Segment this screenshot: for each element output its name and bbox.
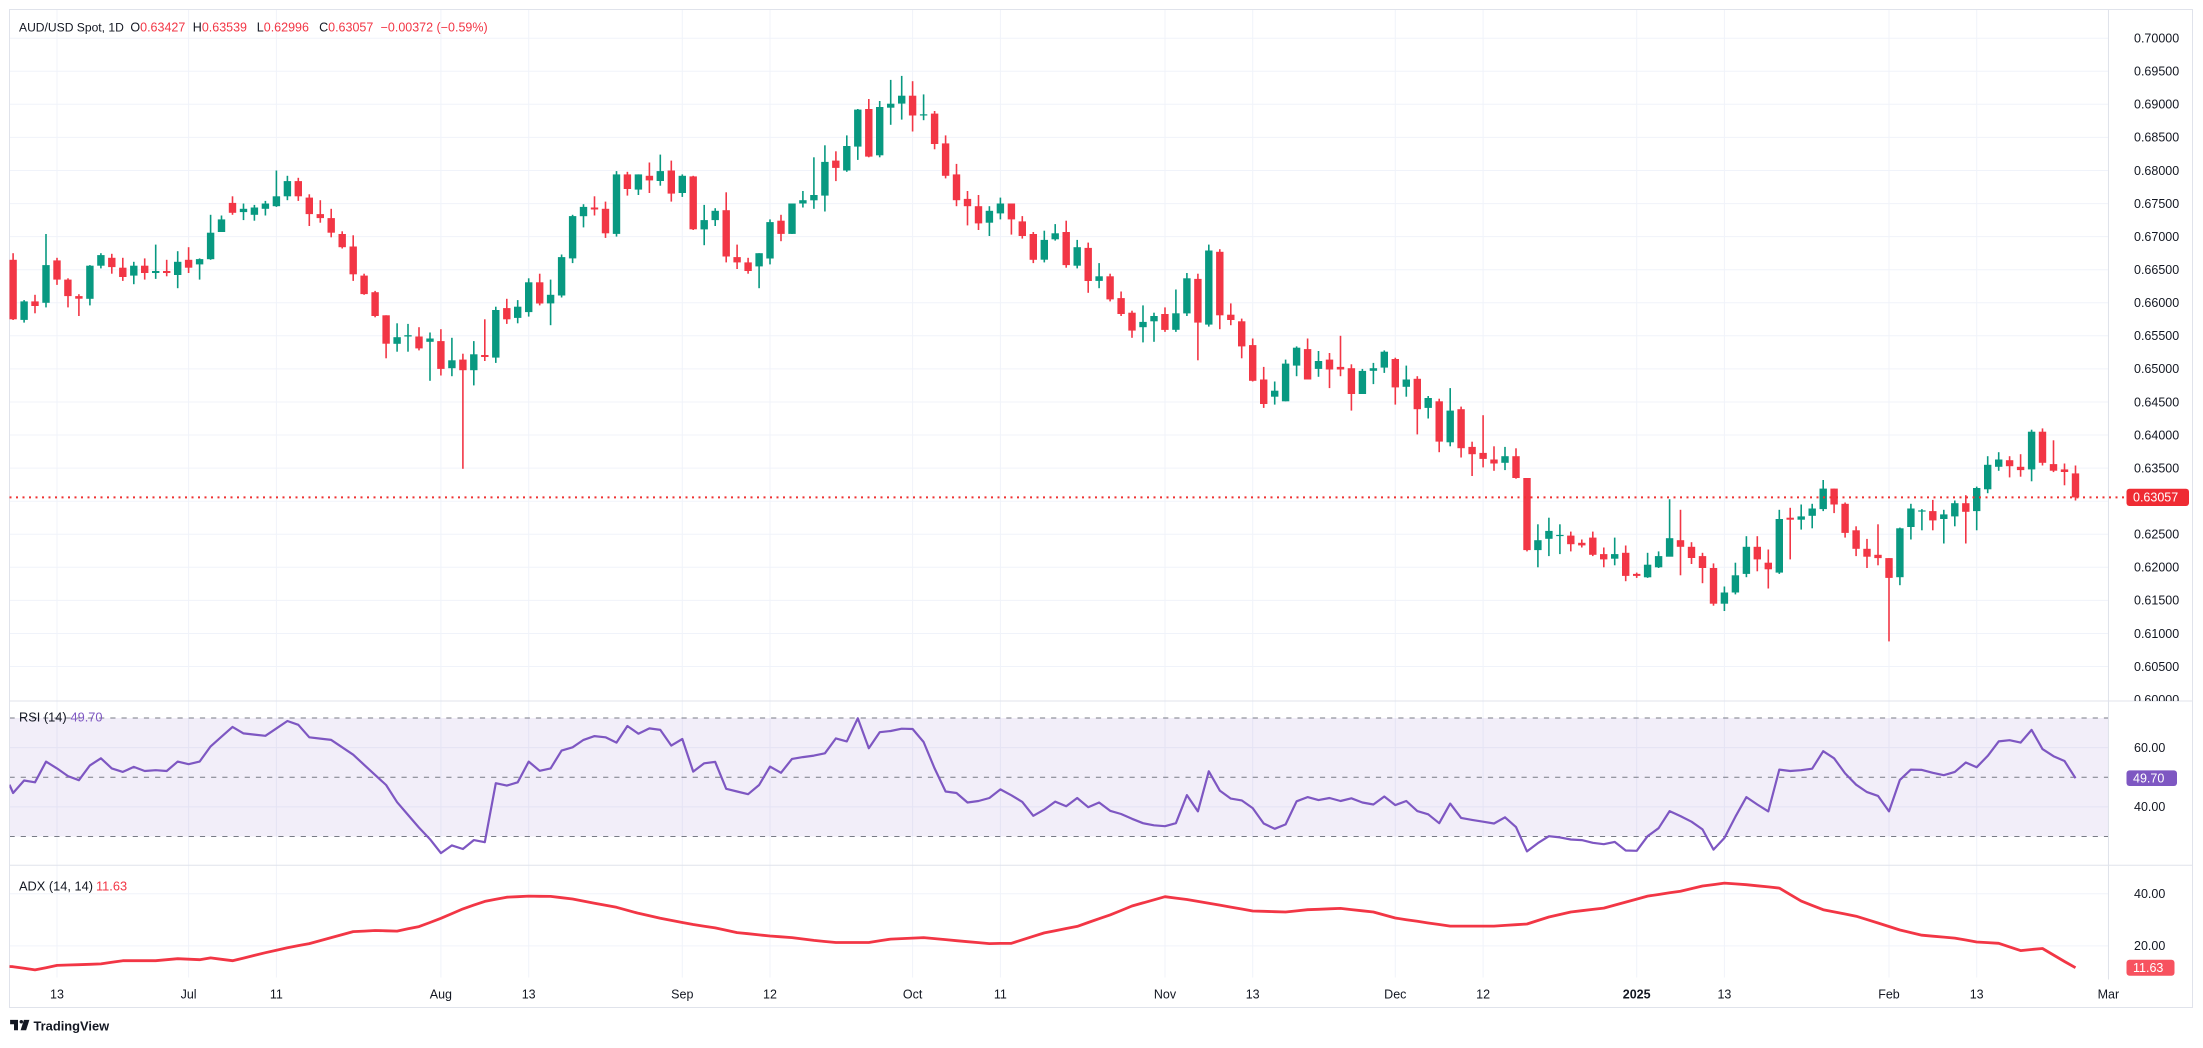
svg-text:Dec: Dec [1384,988,1406,1002]
svg-text:Jul: Jul [181,988,197,1002]
svg-text:−0.00372 (−0.59%): −0.00372 (−0.59%) [381,21,488,35]
svg-text:0.61000: 0.61000 [2134,627,2179,641]
svg-text:13: 13 [1717,988,1731,1002]
svg-text:0.68500: 0.68500 [2134,131,2179,145]
svg-text:60.00: 60.00 [2134,741,2165,755]
svg-text:13: 13 [1246,988,1260,1002]
svg-text:0.67500: 0.67500 [2134,197,2179,211]
svg-text:49.70: 49.70 [2133,772,2164,786]
svg-text:11: 11 [994,988,1007,1002]
svg-text:0.65500: 0.65500 [2134,329,2179,343]
svg-text:20.00: 20.00 [2134,939,2165,953]
svg-text:0.62000: 0.62000 [2134,561,2179,575]
svg-text:Oct: Oct [903,988,923,1002]
svg-text:0.66000: 0.66000 [2134,296,2179,310]
svg-text:40.00: 40.00 [2134,800,2165,814]
svg-text:12: 12 [763,988,777,1002]
svg-text:ADX (14, 14): ADX (14, 14) [19,879,93,894]
svg-text:11: 11 [270,988,283,1002]
svg-text:0.60000: 0.60000 [2134,693,2179,707]
svg-text:0.64000: 0.64000 [2134,428,2179,442]
svg-text:Nov: Nov [1154,988,1177,1002]
svg-text:49.70: 49.70 [71,710,103,725]
svg-text:RSI (14): RSI (14) [19,710,67,725]
svg-text:O0.63427: O0.63427 [130,21,185,35]
svg-text:0.64500: 0.64500 [2134,395,2179,409]
svg-text:0.65000: 0.65000 [2134,362,2179,376]
svg-text:TradingView: TradingView [34,1018,111,1033]
svg-text:AUD/USD Spot, 1D: AUD/USD Spot, 1D [19,21,124,35]
svg-text:2025: 2025 [1623,988,1651,1002]
svg-text:13: 13 [522,988,536,1002]
svg-text:0.63500: 0.63500 [2134,461,2179,475]
svg-text:C0.63057: C0.63057 [319,21,373,35]
svg-text:0.66500: 0.66500 [2134,263,2179,277]
svg-text:12: 12 [1476,988,1490,1002]
svg-text:0.69500: 0.69500 [2134,65,2179,79]
svg-text:13: 13 [50,988,64,1002]
svg-text:Feb: Feb [1878,988,1900,1002]
svg-text:0.62500: 0.62500 [2134,528,2179,542]
svg-text:0.67000: 0.67000 [2134,230,2179,244]
svg-text:11.63: 11.63 [2133,961,2163,975]
svg-text:0.61500: 0.61500 [2134,594,2179,608]
svg-text:Mar: Mar [2098,988,2120,1002]
svg-text:0.68000: 0.68000 [2134,164,2179,178]
svg-text:Sep: Sep [671,988,693,1002]
svg-text:40.00: 40.00 [2134,887,2165,901]
svg-text:11.63: 11.63 [96,879,127,894]
svg-text:Aug: Aug [430,988,452,1002]
svg-text:13: 13 [1970,988,1984,1002]
svg-text:0.69000: 0.69000 [2134,98,2179,112]
svg-text:L0.62996: L0.62996 [257,21,309,35]
svg-text:0.60500: 0.60500 [2134,660,2179,674]
svg-text:H0.63539: H0.63539 [193,21,247,35]
svg-text:0.70000: 0.70000 [2134,32,2179,46]
svg-text:0.63057: 0.63057 [2133,491,2178,505]
